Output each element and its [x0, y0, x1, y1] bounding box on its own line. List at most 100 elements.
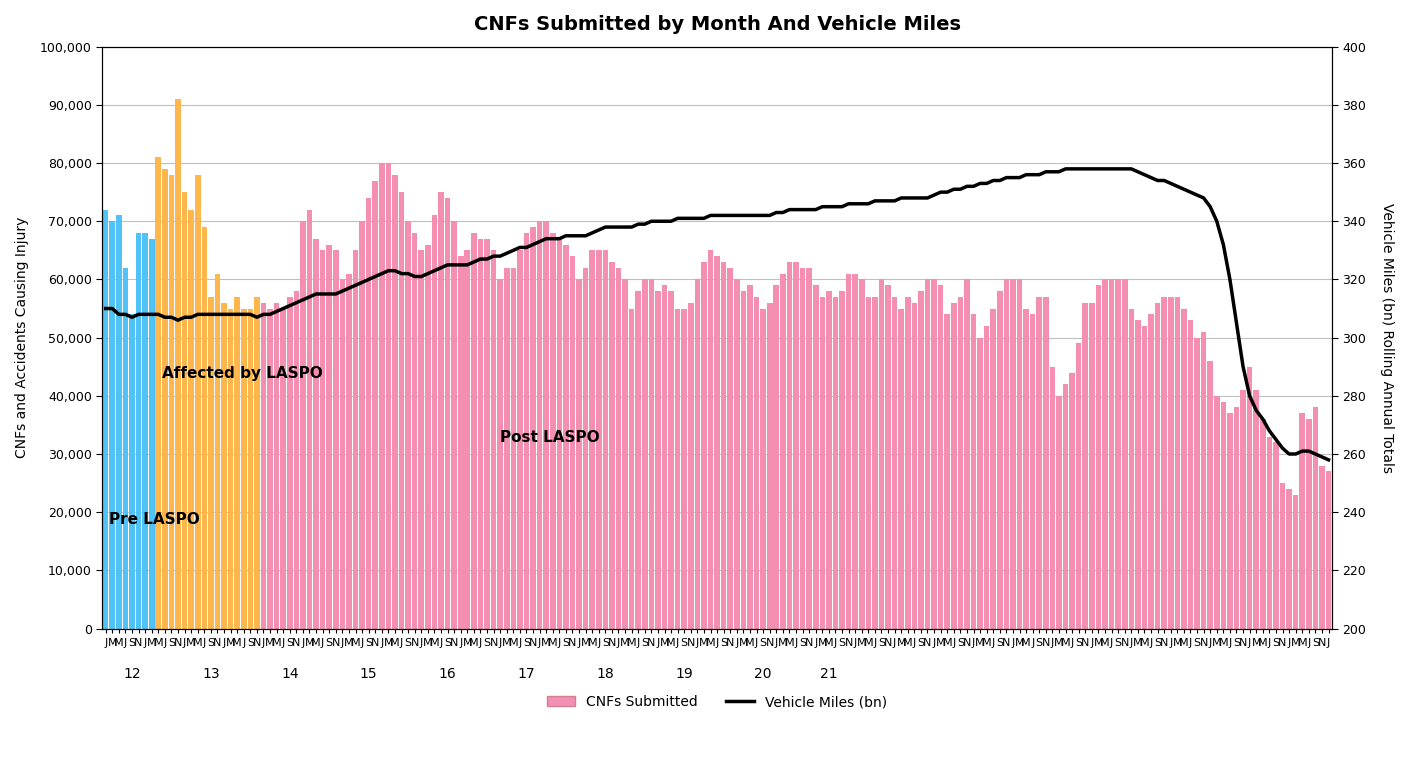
Bar [228, 309, 234, 628]
Text: 17: 17 [517, 668, 535, 681]
Bar [695, 280, 700, 628]
Legend: CNFs Submitted, Vehicle Miles (bn): CNFs Submitted, Vehicle Miles (bn) [542, 690, 892, 715]
Text: Affected by LASPO: Affected by LASPO [162, 367, 323, 381]
Bar [327, 245, 333, 628]
Bar [1023, 309, 1029, 628]
Bar [478, 239, 483, 628]
Bar [675, 309, 681, 628]
Bar [826, 291, 831, 628]
Bar [130, 314, 135, 628]
Bar [1175, 297, 1181, 628]
Bar [1279, 483, 1285, 628]
Bar [786, 262, 792, 628]
Bar [162, 169, 168, 628]
Bar [1037, 297, 1043, 628]
Bar [550, 233, 555, 628]
Bar [438, 192, 444, 628]
Y-axis label: CNFs and Accidents Causing Injury: CNFs and Accidents Causing Injury [15, 217, 30, 458]
Bar [103, 209, 108, 628]
Bar [1102, 280, 1107, 628]
Bar [300, 221, 306, 628]
Bar [1010, 280, 1016, 628]
Bar [727, 268, 733, 628]
Bar [707, 250, 713, 628]
Text: 14: 14 [280, 668, 299, 681]
Bar [944, 314, 950, 628]
Bar [648, 280, 654, 628]
Bar [589, 250, 595, 628]
Bar [1122, 280, 1127, 628]
Bar [1089, 303, 1095, 628]
Bar [603, 250, 609, 628]
Bar [1227, 413, 1233, 628]
Bar [485, 239, 490, 628]
Bar [426, 245, 431, 628]
Bar [1082, 303, 1088, 628]
Bar [978, 337, 983, 628]
Bar [189, 209, 194, 628]
Bar [517, 250, 523, 628]
Bar [1267, 437, 1272, 628]
Bar [879, 280, 885, 628]
Bar [1247, 367, 1253, 628]
Y-axis label: Vehicle Miles (bn) Rolling Annual Totals: Vehicle Miles (bn) Rolling Annual Totals [1379, 203, 1394, 473]
Bar [774, 285, 779, 628]
Bar [1096, 285, 1102, 628]
Bar [721, 262, 727, 628]
Bar [609, 262, 614, 628]
Bar [1208, 361, 1213, 628]
Bar [892, 297, 898, 628]
Bar [392, 175, 397, 628]
Bar [643, 280, 648, 628]
Bar [313, 239, 318, 628]
Bar [983, 326, 989, 628]
Bar [964, 280, 969, 628]
Bar [307, 209, 313, 628]
Bar [938, 285, 944, 628]
Bar [912, 303, 917, 628]
Bar [1215, 396, 1220, 628]
Bar [471, 233, 476, 628]
Bar [544, 221, 550, 628]
Bar [1293, 495, 1299, 628]
Bar [116, 216, 121, 628]
Bar [1062, 384, 1068, 628]
Bar [583, 268, 589, 628]
Bar [135, 233, 141, 628]
Bar [465, 250, 471, 628]
Bar [406, 221, 411, 628]
Bar [1043, 297, 1048, 628]
Bar [668, 291, 674, 628]
Bar [1286, 489, 1292, 628]
Bar [175, 99, 180, 628]
Bar [1148, 314, 1154, 628]
Bar [1299, 413, 1305, 628]
Bar [1161, 297, 1167, 628]
Bar [451, 221, 457, 628]
Bar [537, 221, 542, 628]
Bar [445, 198, 451, 628]
Bar [1003, 280, 1009, 628]
Bar [800, 268, 806, 628]
Bar [635, 291, 641, 628]
Bar [859, 280, 865, 628]
Bar [766, 303, 772, 628]
Bar [813, 285, 819, 628]
Bar [616, 268, 621, 628]
Bar [1069, 373, 1075, 628]
Bar [214, 273, 220, 628]
Bar [418, 250, 424, 628]
Bar [372, 180, 378, 628]
Bar [569, 256, 575, 628]
Bar [524, 233, 530, 628]
Bar [379, 163, 385, 628]
Bar [998, 291, 1003, 628]
Bar [1319, 466, 1324, 628]
Bar [340, 280, 345, 628]
Bar [194, 175, 200, 628]
Bar [919, 291, 924, 628]
Bar [1260, 419, 1265, 628]
Bar [142, 233, 148, 628]
Text: 15: 15 [359, 668, 378, 681]
Bar [1076, 343, 1082, 628]
